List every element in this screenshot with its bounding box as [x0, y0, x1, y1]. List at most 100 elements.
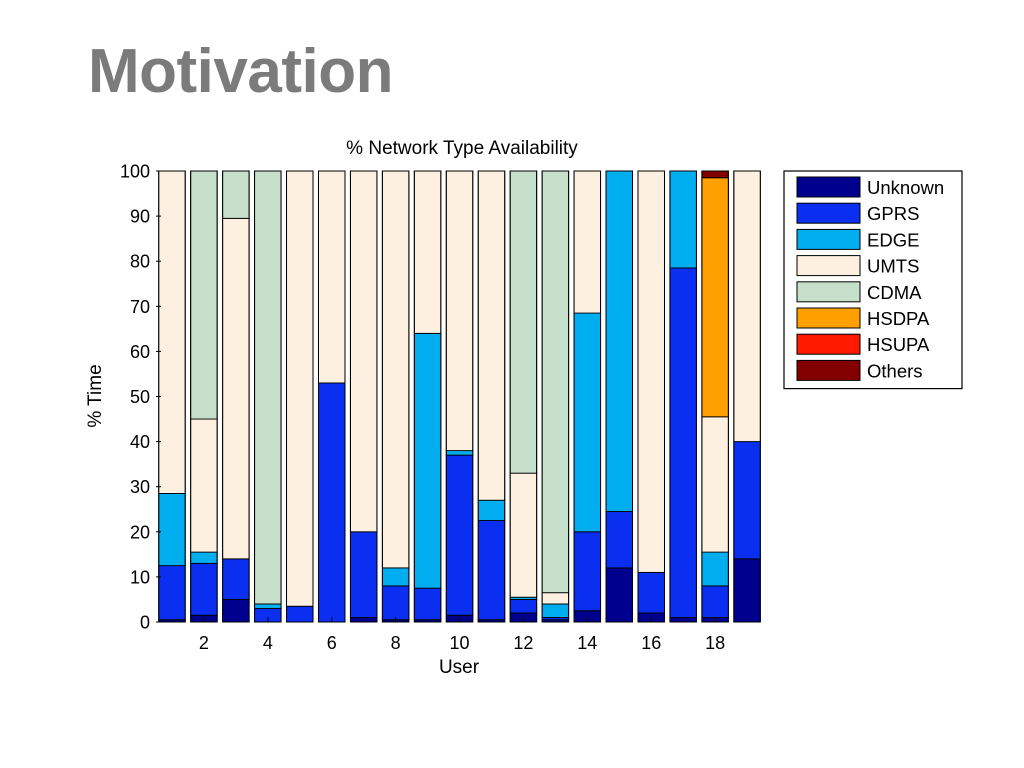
bar-segment-user-6-gprs — [318, 382, 346, 623]
y-axis-label: % Time — [85, 364, 106, 427]
bar-segment-user-14-edge — [573, 312, 602, 533]
bars-group — [158, 170, 761, 623]
bar-segment-user-16-gprs — [637, 571, 665, 614]
legend-label-umts: UMTS — [867, 256, 919, 277]
bar-segment-user-13-cdma — [541, 170, 570, 594]
y-tick-label-10: 10 — [130, 567, 150, 587]
bar-segment-user-19-gprs — [733, 441, 761, 560]
bar-outline-user-5 — [286, 170, 314, 623]
y-tick-label-70: 70 — [130, 297, 150, 317]
bar-segment-user-18-gprs — [701, 585, 729, 618]
legend-label-unknown: Unknown — [867, 177, 944, 198]
y-tick-label-80: 80 — [130, 252, 150, 272]
legend-swatch-edge — [796, 228, 861, 250]
bar-segment-user-2-edge — [190, 551, 218, 564]
y-tick-label-50: 50 — [130, 387, 150, 407]
bar-segment-user-11-edge — [477, 499, 506, 521]
chart-title: % Network Type Availability — [346, 138, 578, 159]
y-tick-label-60: 60 — [130, 342, 150, 362]
bar-outline-user-7 — [349, 170, 378, 623]
bar-outline-user-9 — [413, 170, 442, 623]
bar-segment-user-5-gprs — [286, 605, 314, 623]
bar-outline-user-17 — [669, 170, 697, 623]
x-tick-label-12: 12 — [513, 633, 533, 653]
x-tick-label-8: 8 — [391, 633, 401, 653]
x-tick-label-18: 18 — [705, 633, 725, 653]
bar-segment-user-13-edge — [541, 603, 570, 618]
bar-outline-user-11 — [477, 170, 506, 623]
bar-segment-user-9-gprs — [413, 587, 442, 621]
bar-segment-user-4-edge — [254, 603, 282, 609]
bar-segment-user-17-gprs — [669, 267, 697, 618]
legend-label-hsupa: HSUPA — [867, 334, 930, 355]
legend-swatch-unknown — [796, 176, 861, 198]
bar-segment-user-12-umts — [509, 472, 538, 598]
bar-segment-user-7-unknown — [349, 617, 378, 623]
bar-outline-user-13 — [541, 170, 570, 623]
x-tick-label-10: 10 — [450, 633, 470, 653]
bar-segment-user-3-cdma — [222, 170, 250, 219]
bar-segment-user-11-gprs — [477, 520, 506, 621]
legend-label-gprs: GPRS — [867, 203, 919, 224]
legend-swatch-others — [796, 359, 861, 381]
bar-segment-user-19-unknown — [733, 558, 761, 623]
bar-segment-user-1-gprs — [158, 565, 186, 621]
legend-swatch-cdma — [796, 281, 861, 303]
bar-segment-user-8-edge — [381, 567, 410, 587]
y-tick-label-20: 20 — [130, 522, 150, 542]
bar-segment-user-2-gprs — [190, 562, 218, 616]
bar-segment-user-9-edge — [413, 332, 442, 589]
bar-segment-user-7-gprs — [349, 531, 378, 618]
bar-segment-user-13-umts — [541, 592, 570, 605]
y-tick-label-0: 0 — [140, 613, 150, 633]
bar-segment-user-16-umts — [637, 170, 665, 573]
x-tick-label-2: 2 — [199, 633, 209, 653]
y-axis: 0 10 20 30 40 50 60 70 80 90 100 — [120, 162, 161, 633]
bar-segment-user-12-cdma — [509, 170, 538, 474]
x-tick-label-16: 16 — [641, 633, 661, 653]
bar-segment-user-10-gprs — [445, 454, 474, 616]
x-axis-label: User — [439, 657, 480, 678]
bar-segment-user-3-gprs — [222, 558, 250, 600]
y-tick-label-100: 100 — [120, 162, 150, 182]
bar-segment-user-17-unknown — [669, 617, 697, 623]
bar-outline-user-19 — [733, 170, 761, 623]
bar-segment-user-3-umts — [222, 217, 250, 560]
bar-segment-user-10-edge — [445, 450, 474, 456]
bar-segment-user-2-umts — [190, 418, 218, 553]
bar-segment-user-17-edge — [669, 170, 697, 269]
bar-segment-user-11-umts — [477, 170, 506, 501]
bar-segment-user-14-umts — [573, 170, 602, 314]
bar-segment-user-12-gprs — [509, 599, 538, 614]
legend-swatch-umts — [796, 255, 861, 277]
bar-segment-user-8-gprs — [381, 585, 410, 621]
x-tick-label-6: 6 — [327, 633, 337, 653]
bar-segment-user-15-unknown — [605, 567, 633, 623]
y-tick-label-40: 40 — [130, 432, 150, 452]
bar-segment-user-2-cdma — [190, 170, 218, 420]
bar-segment-user-8-umts — [381, 170, 410, 569]
legend-label-others: Others — [867, 360, 923, 381]
bar-segment-user-7-umts — [349, 170, 378, 533]
bar-outline-user-3 — [222, 170, 250, 623]
x-tick-label-14: 14 — [577, 633, 597, 653]
legend-swatch-gprs — [796, 202, 861, 224]
legend-swatch-hsupa — [796, 333, 861, 355]
y-tick-label-90: 90 — [130, 207, 150, 227]
legend-label-cdma: CDMA — [867, 282, 922, 303]
bar-segment-user-9-umts — [413, 170, 442, 334]
legend: Unknown GPRS EDGE UMTS CDMA HSDPA HSUPA Others — [783, 170, 963, 390]
bar-segment-user-18-others — [701, 170, 729, 179]
x-axis: 2 4 6 8 10 12 14 16 18 — [199, 617, 725, 653]
y-tick-label-30: 30 — [130, 477, 150, 497]
bar-segment-user-15-gprs — [605, 511, 633, 569]
bar-segment-user-19-umts — [733, 170, 761, 443]
bar-segment-user-1-umts — [158, 170, 186, 494]
bar-segment-user-6-umts — [318, 170, 346, 384]
bar-segment-user-4-cdma — [254, 170, 282, 605]
bar-segment-user-18-umts — [701, 416, 729, 553]
bar-segment-user-18-hsdpa — [701, 177, 729, 418]
x-tick-label-4: 4 — [263, 633, 273, 653]
bar-segment-user-3-unknown — [222, 599, 250, 623]
